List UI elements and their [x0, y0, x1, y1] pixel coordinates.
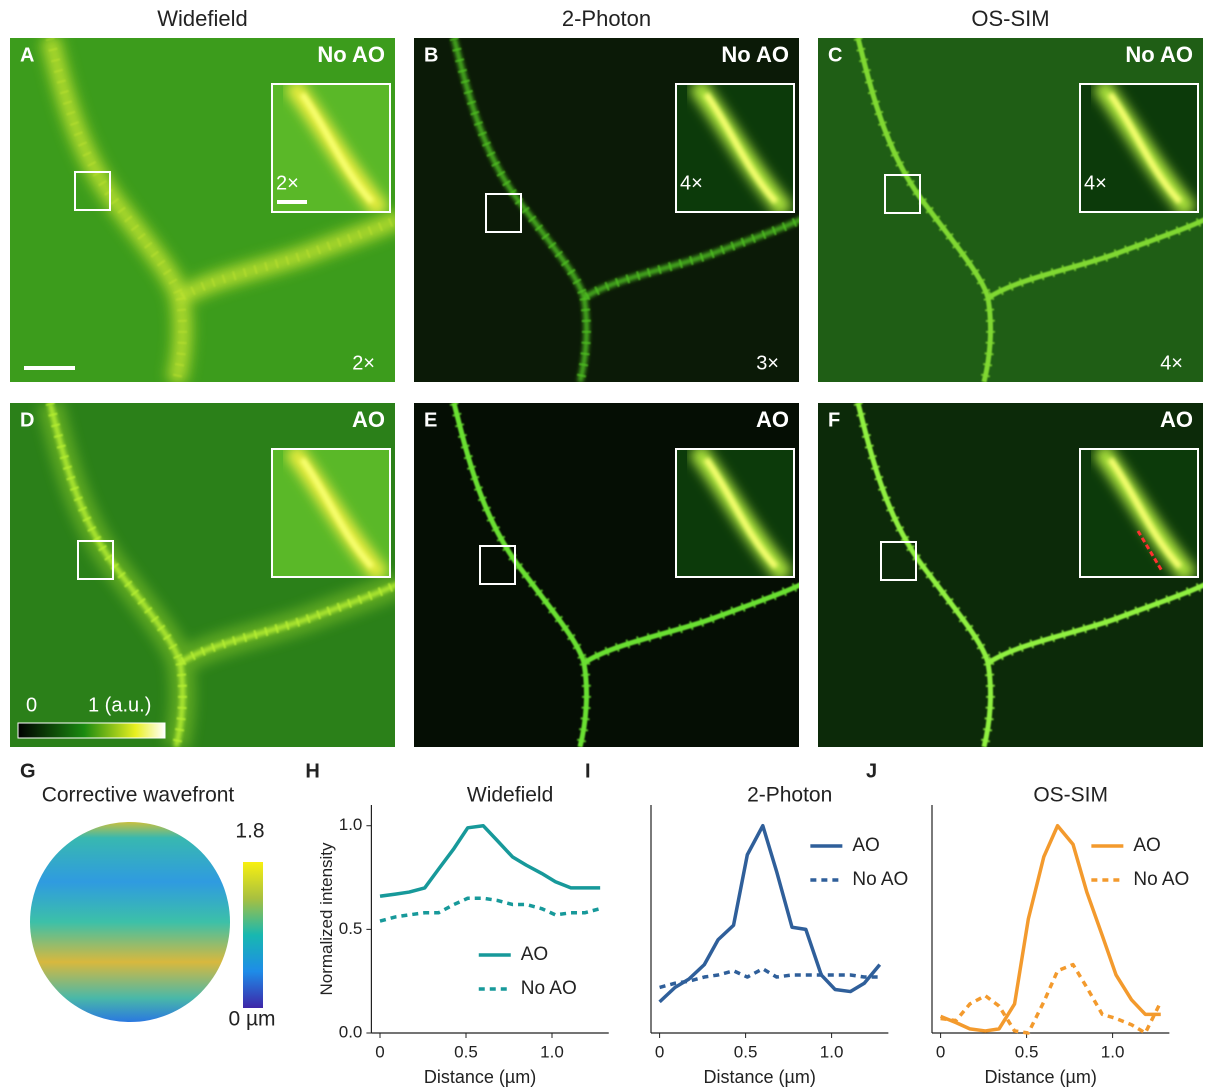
- panel-letter: I: [585, 760, 591, 782]
- x-tick-label: 0: [375, 1042, 384, 1061]
- x-tick-label: 0: [936, 1042, 945, 1061]
- column-title: 2-Photon: [562, 6, 651, 31]
- line-chart: H Widefield Distance (µm) Normalized intens…: [305, 760, 608, 1086]
- x-tick-label: 0: [655, 1042, 664, 1061]
- condition-label: AO: [352, 407, 385, 432]
- y-axis-label: Normalized intensity: [317, 842, 336, 996]
- wavefront-panel: G Corrective wavefront 1.8 0 µm: [20, 760, 276, 1030]
- image-panel: E AO: [414, 403, 804, 747]
- inset: [272, 449, 390, 577]
- image-panel: F AO: [818, 403, 1205, 747]
- x-tick-label: 0.5: [1015, 1042, 1039, 1061]
- panel-letter: B: [424, 44, 438, 66]
- legend-label: AO: [521, 944, 548, 965]
- panel-letter: A: [20, 44, 34, 66]
- legend-label: No AO: [852, 869, 908, 890]
- legend-label: No AO: [1133, 869, 1189, 890]
- panel-title: Corrective wavefront: [42, 784, 235, 807]
- chart-title: 2-Photon: [747, 784, 832, 807]
- panel-letter: C: [828, 44, 842, 66]
- legend-label: AO: [852, 835, 879, 856]
- intensity-colorbar: [18, 723, 165, 738]
- panel-letter: G: [20, 760, 36, 782]
- y-tick-label: 1.0: [339, 815, 363, 834]
- series-line: [380, 826, 600, 896]
- series-line: [941, 826, 1161, 1031]
- charts: H Widefield Distance (µm) Normalized intens…: [305, 760, 1189, 1086]
- colorbar: [243, 862, 263, 1008]
- condition-label: No AO: [317, 42, 385, 67]
- legend-label: AO: [1133, 835, 1160, 856]
- x-tick-label: 1.0: [1101, 1042, 1125, 1061]
- gain-label: 2×: [352, 352, 375, 374]
- x-axis-label: Distance (µm): [984, 1067, 1096, 1087]
- chart-title: OS-SIM: [1033, 784, 1108, 807]
- colorbar-max: 1.8: [235, 820, 264, 843]
- image-panel: A No AO 2× 2×: [10, 38, 400, 382]
- condition-label: No AO: [721, 42, 789, 67]
- panel-letter: E: [424, 409, 437, 431]
- inset: [676, 449, 794, 577]
- y-tick-label: 0.0: [339, 1022, 363, 1041]
- legend-label: No AO: [521, 978, 577, 999]
- image-panel: B No AO 4× 3×: [414, 38, 804, 382]
- condition-label: AO: [756, 407, 789, 432]
- column-title: OS-SIM: [971, 6, 1049, 31]
- panel-letter: J: [866, 760, 877, 782]
- gain-label: 4×: [1160, 352, 1183, 374]
- panel-letter: H: [305, 760, 319, 782]
- line-chart: I 2-Photon Distance (µm) 0 0.5 1.0 AO No AO: [585, 760, 908, 1086]
- inset-zoom: 4×: [680, 172, 703, 194]
- series-line: [660, 969, 880, 988]
- x-tick-label: 0.5: [454, 1042, 478, 1061]
- condition-label: AO: [1160, 407, 1193, 432]
- colorbar-max: 1 (a.u.): [88, 694, 151, 716]
- panel-letter: D: [20, 409, 34, 431]
- colorbar-min: 0: [26, 694, 37, 716]
- series-line: [941, 965, 1161, 1033]
- panel-letter: F: [828, 409, 840, 431]
- inset-zoom: 4×: [1084, 172, 1107, 194]
- inset-zoom: 2×: [276, 172, 299, 194]
- figure: A No AO 2× 2× B No AO 4× 3× C No AO 4× 4× D AO 0 1 (a.u…: [0, 0, 1205, 1088]
- colorbar-min: 0 µm: [228, 1008, 275, 1031]
- y-tick-label: 0.5: [339, 919, 363, 938]
- x-tick-label: 1.0: [820, 1042, 844, 1061]
- condition-label: No AO: [1125, 42, 1193, 67]
- inset: [1080, 449, 1198, 577]
- image-grid: A No AO 2× 2× B No AO 4× 3× C No AO 4× 4× D AO 0 1 (a.u…: [10, 6, 1205, 747]
- x-tick-label: 1.0: [540, 1042, 564, 1061]
- series-line: [380, 898, 600, 921]
- x-axis-label: Distance (µm): [424, 1067, 536, 1087]
- image-panel: C No AO 4× 4×: [818, 38, 1205, 382]
- x-tick-label: 0.5: [734, 1042, 758, 1061]
- x-axis-label: Distance (µm): [703, 1067, 815, 1087]
- chart-title: Widefield: [467, 784, 553, 807]
- gain-label: 3×: [756, 352, 779, 374]
- wavefront-map: [30, 822, 230, 1022]
- column-title: Widefield: [157, 6, 247, 31]
- series-line: [660, 826, 880, 1002]
- line-chart: J OS-SIM Distance (µm) 0 0.5 1.0 AO No AO: [866, 760, 1189, 1086]
- image-panel: D AO 0 1 (a.u.): [10, 403, 400, 747]
